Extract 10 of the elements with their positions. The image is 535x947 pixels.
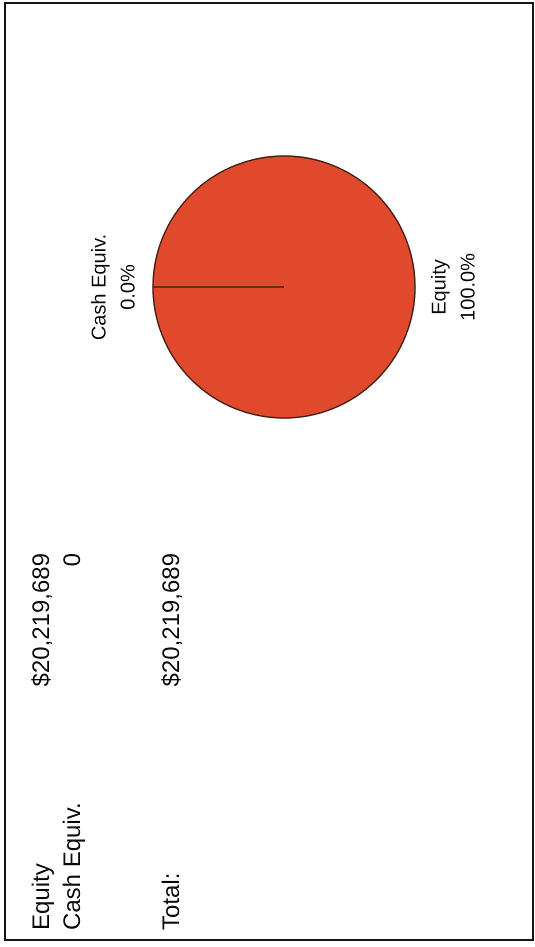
text: 0 bbox=[59, 553, 86, 566]
text: $20,219,689 bbox=[28, 553, 55, 686]
category-label: Cash Equiv. bbox=[88, 234, 110, 340]
text: Equity bbox=[28, 863, 55, 930]
slice-label: Equity bbox=[428, 259, 450, 315]
text: Total: bbox=[158, 872, 185, 930]
text: $20,219,689 bbox=[158, 553, 185, 686]
text: Cash Equiv. bbox=[59, 802, 86, 930]
data-label: 100.0% bbox=[458, 252, 480, 321]
text: 0.0% bbox=[118, 264, 140, 310]
